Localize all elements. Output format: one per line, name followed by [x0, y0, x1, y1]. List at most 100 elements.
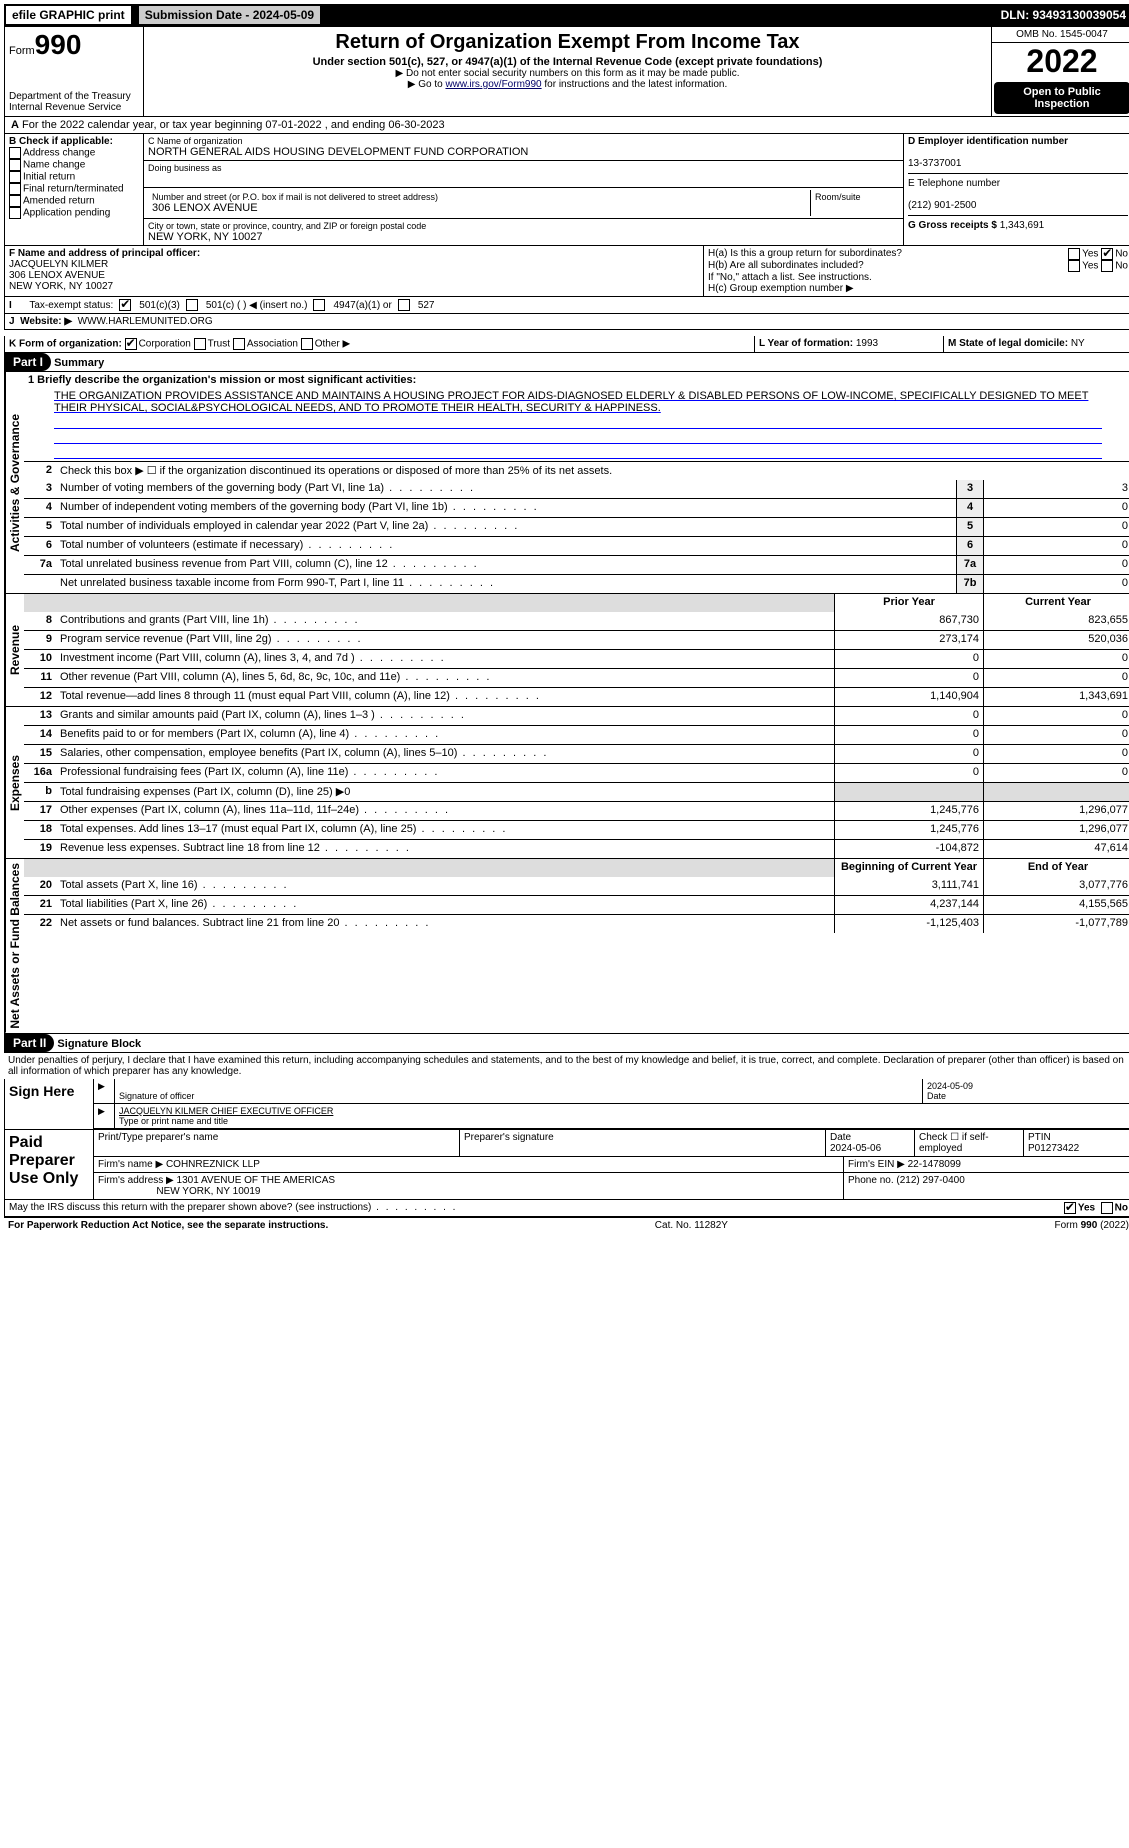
line-num: 4 — [24, 499, 56, 517]
officer-addr2: NEW YORK, NY 10027 — [9, 281, 113, 292]
checkbox-amended[interactable] — [9, 195, 21, 207]
officer-printed: JACQUELYN KILMER CHIEF EXECUTIVE OFFICER — [119, 1106, 333, 1116]
checkbox-name[interactable] — [9, 159, 21, 171]
line-desc: Other revenue (Part VIII, column (A), li… — [56, 669, 834, 687]
ptin: P01273422 — [1028, 1143, 1079, 1154]
checkbox-final[interactable] — [9, 183, 21, 195]
part1-title: Summary — [54, 357, 104, 369]
checkbox-address[interactable] — [9, 147, 21, 159]
line-box: 7a — [956, 556, 983, 574]
line-desc: Investment income (Part VIII, column (A)… — [56, 650, 834, 668]
footer-mid: Cat. No. 11282Y — [655, 1220, 728, 1231]
preparer-block: Paid Preparer Use Only Print/Type prepar… — [4, 1130, 1129, 1200]
yes-label: Yes — [1082, 249, 1098, 260]
line-box: 7b — [956, 575, 983, 593]
vtab-revenue: Revenue — [5, 594, 24, 706]
b-name: Name change — [23, 160, 85, 171]
val-prior: 1,140,904 — [834, 688, 983, 706]
cb-501c[interactable] — [186, 299, 198, 311]
val-current: 0 — [983, 650, 1129, 668]
type-label: Type or print name and title — [119, 1116, 228, 1126]
phone: (212) 901-2500 — [908, 200, 976, 211]
line-num: 17 — [24, 802, 56, 820]
tax-label: Tax-exempt status: — [29, 300, 113, 311]
prep-date: 2024-05-06 — [830, 1143, 881, 1154]
arrow-icon: ▶ — [94, 1079, 115, 1103]
ein: 13-3737001 — [908, 158, 961, 169]
val-prior: 0 — [834, 707, 983, 725]
irs-label: Internal Revenue Service — [9, 102, 139, 113]
paid-preparer-label: Paid Preparer Use Only — [5, 1130, 93, 1199]
part2-header: Part II Signature Block — [4, 1034, 1129, 1053]
cb-501c3[interactable] — [119, 299, 131, 311]
form-prefix: Form — [9, 45, 35, 57]
submission-date: Submission Date - 2024-05-09 — [138, 5, 321, 25]
omb-number: OMB No. 1545-0047 — [992, 27, 1129, 43]
line-desc: Other expenses (Part IX, column (A), lin… — [56, 802, 834, 820]
line-num: 9 — [24, 631, 56, 649]
ptin-label: PTIN — [1028, 1132, 1051, 1143]
hdr-begin: Beginning of Current Year — [834, 859, 983, 877]
discuss-text: May the IRS discuss this return with the… — [9, 1202, 371, 1213]
val-prior: 1,245,776 — [834, 821, 983, 839]
val-prior: 867,730 — [834, 612, 983, 630]
line-val: 0 — [983, 518, 1129, 536]
dba-label: Doing business as — [148, 163, 899, 173]
line-desc: Total unrelated business revenue from Pa… — [56, 556, 956, 574]
ha-no[interactable] — [1101, 248, 1113, 260]
website-row: J Website: ▶ WWW.HARLEMUNITED.ORG — [4, 314, 1129, 330]
tax-year-range: For the 2022 calendar year, or tax year … — [22, 119, 445, 131]
revenue-section: Revenue Prior YearCurrent Year 8 Contrib… — [4, 594, 1129, 707]
cb-527[interactable] — [398, 299, 410, 311]
cb-trust[interactable] — [194, 338, 206, 350]
line-desc: Total liabilities (Part X, line 26) — [56, 896, 834, 914]
discuss-no[interactable] — [1101, 1202, 1113, 1214]
hb-yes[interactable] — [1068, 260, 1080, 272]
cb-4947[interactable] — [313, 299, 325, 311]
line-desc: Total revenue—add lines 8 through 11 (mu… — [56, 688, 834, 706]
k-trust: Trust — [208, 339, 230, 350]
governance-section: Activities & Governance 1 Briefly descri… — [4, 372, 1129, 594]
checkbox-initial[interactable] — [9, 171, 21, 183]
footer-right: Form 990 (2022) — [1055, 1220, 1129, 1231]
cb-assoc[interactable] — [233, 338, 245, 350]
line-num: 16a — [24, 764, 56, 782]
hb-no[interactable] — [1101, 260, 1113, 272]
cb-corp[interactable] — [125, 338, 137, 350]
firm-phone: (212) 297-0400 — [896, 1175, 964, 1186]
discuss-yes[interactable] — [1064, 1202, 1076, 1214]
opt-527: 527 — [418, 300, 435, 311]
val-prior: 0 — [834, 764, 983, 782]
cb-other[interactable] — [301, 338, 313, 350]
irs-link[interactable]: www.irs.gov/Form990 — [445, 79, 541, 90]
val-current: 47,614 — [983, 840, 1129, 858]
form-number: 990 — [35, 29, 82, 60]
website-label: Website: ▶ — [20, 316, 72, 327]
sig-officer-label: Signature of officer — [119, 1091, 194, 1101]
officer-addr1: 306 LENOX AVENUE — [9, 270, 105, 281]
val-current — [983, 783, 1129, 801]
line-num: 8 — [24, 612, 56, 630]
website-url: WWW.HARLEMUNITED.ORG — [78, 316, 213, 327]
line-num: b — [24, 783, 56, 801]
tax-year: 2022 — [992, 43, 1129, 80]
h-c: H(c) Group exemption number ▶ — [708, 283, 1128, 294]
open-inspection: Open to Public Inspection — [994, 82, 1129, 114]
val-prior: 0 — [834, 650, 983, 668]
firm-phone-label: Phone no. — [848, 1175, 894, 1186]
b-amended: Amended return — [23, 196, 95, 207]
val-current: 0 — [983, 707, 1129, 725]
val-current: 3,077,776 — [983, 877, 1129, 895]
prep-name-label: Print/Type preparer's name — [94, 1130, 460, 1156]
line-box: 4 — [956, 499, 983, 517]
ha-yes[interactable] — [1068, 248, 1080, 260]
efile-label: efile GRAPHIC print — [5, 5, 132, 25]
val-prior: 0 — [834, 669, 983, 687]
dept-label: Department of the Treasury — [9, 91, 139, 102]
checkbox-pending[interactable] — [9, 207, 21, 219]
officer-name: JACQUELYN KILMER — [9, 259, 108, 270]
line-desc: Program service revenue (Part VIII, line… — [56, 631, 834, 649]
gross-receipts: 1,343,691 — [1000, 220, 1045, 231]
val-current: 0 — [983, 745, 1129, 763]
val-current: 520,036 — [983, 631, 1129, 649]
